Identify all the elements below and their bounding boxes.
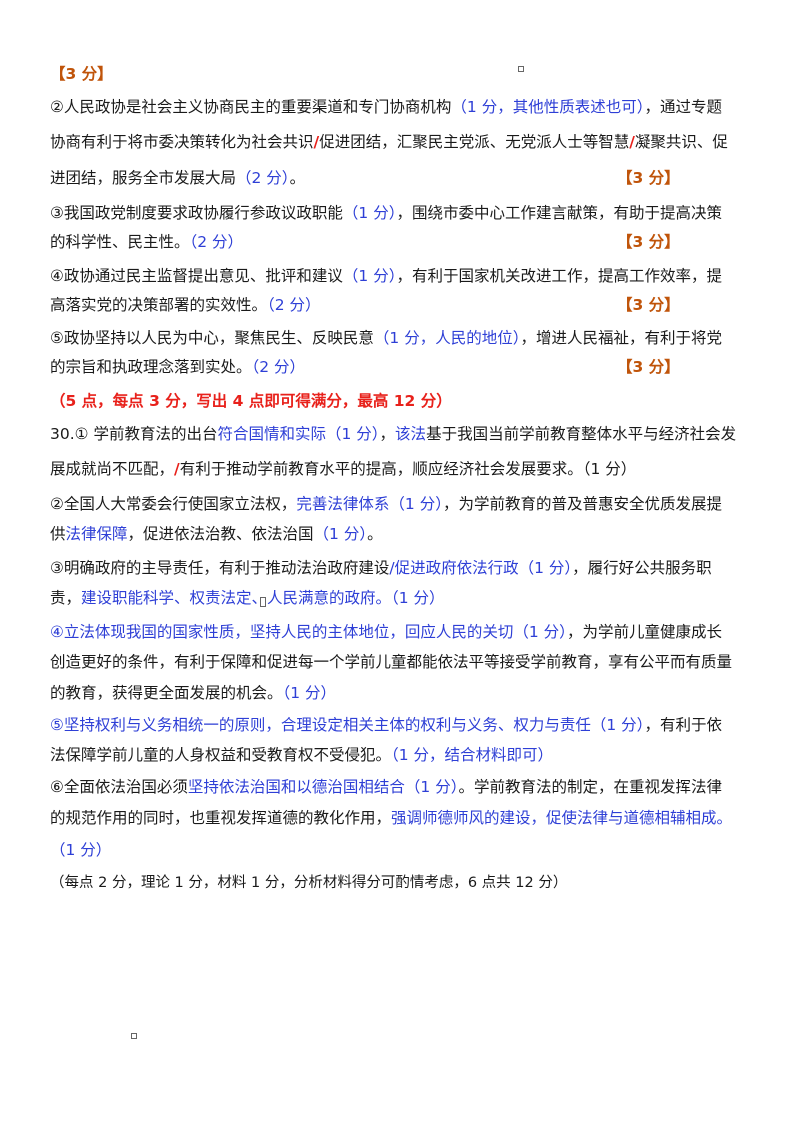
text: ，围绕市委中心工作建言献策，有助于提高决策	[396, 204, 722, 222]
text: 基于我国当前学前教育整体水平与经济社会发	[426, 425, 737, 443]
q29-point-2-line1: ②人民政协是社会主义协商民主的重要渠道和专门协商机构（1 分，其他性质表述也可）…	[50, 97, 755, 117]
score-label: 【3 分】	[50, 65, 113, 83]
q29-point-2-line3: 进团结，服务全市发展大局（2 分）。	[50, 168, 755, 188]
text: ②全国人大常委会行使国家立法权，	[50, 495, 297, 513]
score-note: （1 分，结合材料即可）	[391, 746, 554, 764]
text: ②人民政协是社会主义协商民主的重要渠道和专门协商机构	[50, 98, 452, 116]
score-note: （1 分）	[342, 204, 397, 222]
q29-point-5-line2: 的宗旨和执政理念落到实处。（2 分）	[50, 357, 755, 377]
key-point: 建设职能科学、权责法定、人民满意的政府。（1 分）	[81, 589, 445, 607]
text: 的规范作用的同时，也重视发挥道德的教化作用，	[50, 809, 392, 827]
key-point: 完善法律体系（1 分）	[296, 495, 443, 513]
text: 有利于推动学前教育水平的提高，顺应经济社会发展要求。（1 分）	[179, 460, 637, 478]
score-label: 【3 分】	[617, 358, 680, 376]
q30-point-4-line1: ④立法体现我国的国家性质，坚持人民的主体地位，回应人民的关切（1 分），为学前儿…	[50, 622, 755, 642]
score-note: （1 分）	[342, 267, 397, 285]
text: 进团结，服务全市发展大局	[50, 169, 237, 187]
text: ，有利于依	[644, 716, 722, 734]
text: 协商有利于将市委决策转化为社会共识	[50, 133, 314, 151]
q30-point-3-line1: ③明确政府的主导责任，有利于推动法治政府建设/促进政府依法行政（1 分），履行好…	[50, 558, 755, 578]
score-note: （1 分，人民的地位）	[373, 329, 521, 347]
q30-point-4-line2: 创造更好的条件，有利于保障和促进每一个学前儿童都能依法平等接受学前教育，享有公平…	[50, 653, 733, 671]
text: ，通过专题	[644, 98, 722, 116]
q29-point-4-line2: 高落实党的决策部署的实效性。（2 分）	[50, 295, 755, 315]
score-note: （2 分）	[251, 358, 306, 376]
text: 展成就尚不匹配，	[50, 460, 175, 478]
q29-point-4-line1: ④政协通过民主监督提出意见、批评和建议（1 分），有利于国家机关改进工作，提高工…	[50, 266, 755, 286]
text: ，增进人民福祉，有利于将党	[520, 329, 722, 347]
text: ，促进依法治教、依法治国	[127, 525, 314, 543]
text: ⑤政协坚持以人民为中心，聚焦民生、反映民意	[50, 329, 374, 347]
key-point: 符合国情和实际（1 分）	[217, 425, 380, 443]
key-point: ④立法体现我国的国家性质，坚持人民的主体地位，回应人民的关切（1 分）	[50, 623, 567, 641]
score-note: （1 分，其他性质表述也可）	[451, 98, 645, 116]
text: 的科学性、民主性。	[50, 233, 190, 251]
layout-marker	[131, 1033, 137, 1039]
text: 30.① 学前教育法的出台	[50, 425, 218, 443]
q30-point-1-line1: 30.① 学前教育法的出台符合国情和实际（1 分），该法基于我国当前学前教育整体…	[50, 424, 755, 444]
score-note: （2 分）	[267, 296, 321, 314]
text: ④政协通过民主监督提出意见、批评和建议	[50, 267, 343, 285]
text: 的教育，获得更全面发展的机会。	[50, 684, 283, 702]
q30-point-2-line2: 供法律保障，促进依法治教、依法治国（1 分）。	[50, 524, 755, 544]
score-note: （1 分）	[313, 525, 368, 543]
text: ，为学前教育的普及普惠安全优质发展提	[442, 495, 722, 513]
q29-point-5-line1: ⑤政协坚持以人民为中心，聚焦民生、反映民意（1 分，人民的地位），增进人民福祉，…	[50, 328, 755, 348]
q29-point-2-line2: 协商有利于将市委决策转化为社会共识/促进团结，汇聚民主党派、无党派人士等智慧/凝…	[50, 132, 755, 152]
text: 。	[367, 525, 383, 543]
q30-point-6-line2: 的规范作用的同时，也重视发挥道德的教化作用，强调师德师风的建设，促使法律与道德相…	[50, 808, 755, 828]
key-point: /促进政府依法行政（1 分）	[389, 559, 573, 577]
text: 。	[289, 169, 306, 187]
text: 促进团结，汇聚民主党派、无党派人士等智慧	[319, 133, 630, 151]
layout-marker	[518, 66, 524, 72]
key-point: 强调师德师风的建设，促使法律与道德相辅相成。	[391, 809, 733, 827]
key-point: ⑤坚持权利与义务相统一的原则，合理设定相关主体的权利与义务、权力与责任（1 分）	[50, 716, 645, 734]
text: ，为学前儿童健康成长	[566, 623, 722, 641]
key-point: 法律保障	[65, 525, 128, 543]
text: ，	[379, 425, 396, 443]
key-point: 该法	[395, 425, 427, 443]
layout-marker	[260, 597, 266, 607]
q30-point-5-line1: ⑤坚持权利与义务相统一的原则，合理设定相关主体的权利与义务、权力与责任（1 分）…	[50, 715, 755, 735]
key-point: 坚持依法治国和以德治国相结合（1 分）	[187, 778, 459, 796]
text: 高落实党的决策部署的实效性。	[50, 296, 268, 314]
text: ③我国政党制度要求政协履行参政议政职能	[50, 204, 343, 222]
separator-slash: /	[629, 133, 635, 151]
text: 法保障学前儿童的人身权益和受教育权不受侵犯。	[50, 746, 392, 764]
score-label: 【3 分】	[617, 233, 680, 251]
q30-point-5-line2: 法保障学前儿童的人身权益和受教育权不受侵犯。（1 分，结合材料即可）	[50, 745, 755, 765]
text: 的宗旨和执政理念落到实处。	[50, 358, 252, 376]
text: 责，	[50, 589, 82, 607]
q30-point-3-line2: 责，建设职能科学、权责法定、人民满意的政府。（1 分）	[50, 588, 755, 608]
q29-point-3-line1: ③我国政党制度要求政协履行参政议政职能（1 分），围绕市委中心工作建言献策，有助…	[50, 203, 755, 223]
score-note: （2 分）	[189, 233, 244, 251]
text: 供	[50, 525, 66, 543]
score-note: （1 分）	[282, 684, 337, 702]
score-label: 【3 分】	[617, 169, 680, 187]
text: ⑥全面依法治国必须	[50, 778, 188, 796]
text: 。学前教育法的制定，在重视发挥法律	[458, 778, 722, 796]
q30-point-6-line3: （1 分）	[50, 841, 112, 859]
text: ③明确政府的主导责任，有利于推动法治政府建设	[50, 559, 390, 577]
text: 凝聚共识、促	[634, 133, 728, 151]
text: ，履行好公共服务职	[572, 559, 712, 577]
separator-slash: /	[313, 133, 320, 151]
q30-point-1-line2: 展成就尚不匹配，/有利于推动学前教育水平的提高，顺应经济社会发展要求。（1 分）	[50, 459, 755, 479]
q29-point-3-line2: 的科学性、民主性。（2 分）	[50, 232, 755, 252]
q30-point-4-line3: 的教育，获得更全面发展的机会。（1 分）	[50, 683, 755, 703]
q29-scoring-rule: （5 点，每点 3 分，写出 4 点即可得满分，最高 12 分）	[50, 392, 452, 410]
text: ，有利于国家机关改进工作，提高工作效率，提	[396, 267, 722, 285]
q30-point-2-line1: ②全国人大常委会行使国家立法权，完善法律体系（1 分），为学前教育的普及普惠安全…	[50, 494, 755, 514]
separator-slash: /	[174, 460, 180, 478]
q30-point-6-line1: ⑥全面依法治国必须坚持依法治国和以德治国相结合（1 分）。学前教育法的制定，在重…	[50, 777, 755, 797]
score-label: 【3 分】	[617, 296, 680, 314]
q30-scoring-rule: （每点 2 分，理论 1 分，材料 1 分，分析材料得分可酌情考虑，6 点共 1…	[50, 875, 568, 891]
score-note: （2 分）	[236, 169, 290, 187]
